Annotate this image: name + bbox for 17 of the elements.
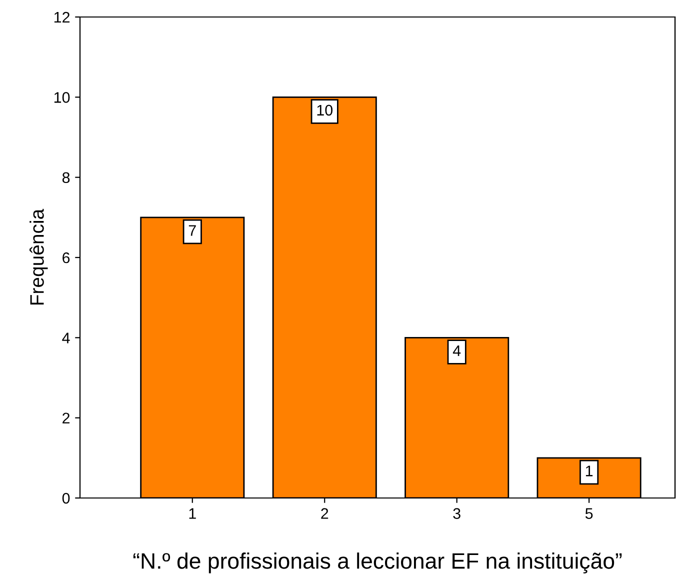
x-tick-label: 5: [585, 508, 593, 519]
y-tick-label: 4: [62, 332, 70, 344]
data-label: 10: [317, 104, 333, 116]
x-tick-label: 3: [453, 508, 460, 519]
y-tick-label: 6: [62, 252, 70, 264]
x-tick-label: 2: [321, 508, 328, 519]
y-tick-label: 10: [54, 92, 70, 103]
x-tick-label: 1: [189, 508, 196, 519]
y-tick-label: 0: [62, 492, 70, 504]
data-label: 7: [188, 225, 196, 236]
y-axis-title: Frequência: [30, 208, 48, 305]
y-tick-label: 2: [62, 412, 70, 424]
y-tick-label: 8: [62, 172, 70, 184]
data-label: 4: [452, 345, 461, 356]
y-tick-label: 12: [54, 12, 70, 23]
x-axis-title: “N.º de profissionais a leccionar EF na instituição”: [133, 552, 622, 574]
data-label: 1: [586, 466, 593, 476]
